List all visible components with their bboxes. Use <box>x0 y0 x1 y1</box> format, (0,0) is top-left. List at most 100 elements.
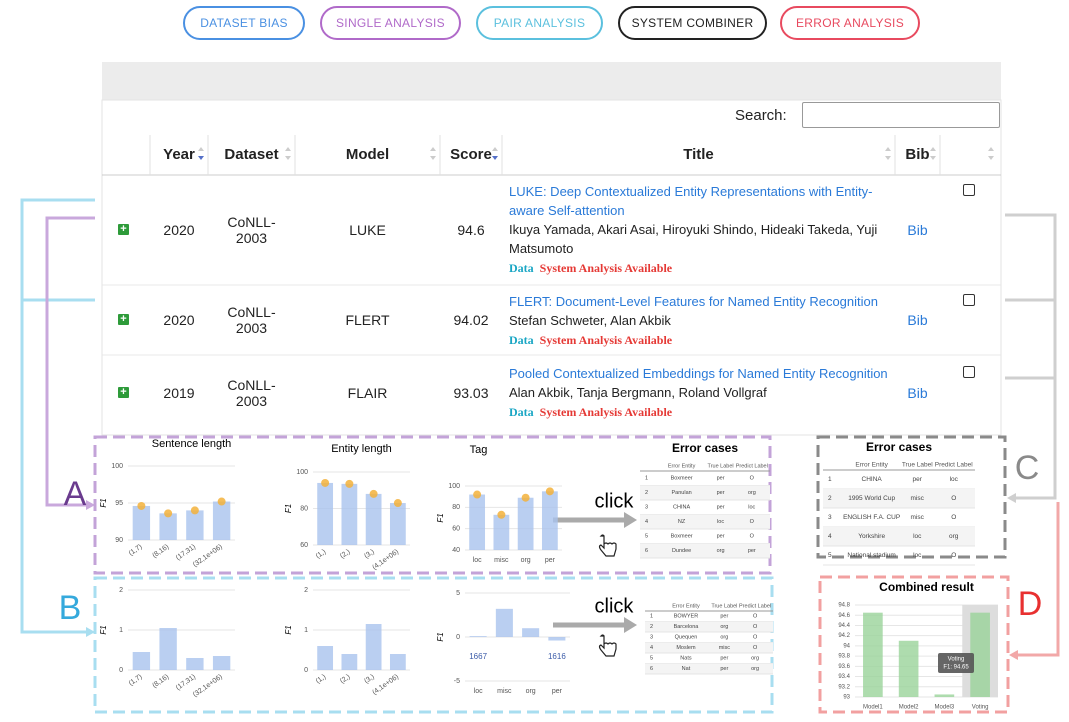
cell-year: 2020 <box>163 312 195 328</box>
point <box>190 506 199 515</box>
y-tick-label: 94 <box>843 643 850 649</box>
table-cell: per <box>720 666 728 672</box>
table-cell: ENGLISH F.A. CUP <box>843 514 900 521</box>
connectors <box>20 198 1060 657</box>
bib-link[interactable]: Bib <box>907 384 928 401</box>
bar <box>469 494 486 550</box>
x-tick-label: (32,1e+06) <box>192 543 224 568</box>
connector <box>45 216 95 507</box>
nav-tab[interactable]: ERROR ANALYSIS <box>780 6 920 40</box>
table-cell: org <box>720 624 728 630</box>
data-link[interactable]: Data <box>509 261 534 275</box>
bar <box>389 654 406 670</box>
row-checkbox[interactable] <box>963 294 975 306</box>
point <box>164 509 173 518</box>
column-header[interactable]: Title <box>683 145 714 163</box>
nav-tab[interactable]: PAIR ANALYSIS <box>476 6 603 40</box>
column-header[interactable]: Score <box>450 145 492 163</box>
column-header[interactable]: Year <box>163 145 195 163</box>
arrow-head <box>1009 650 1018 660</box>
expand-button[interactable]: + <box>118 386 129 398</box>
table-cell: org <box>949 533 959 540</box>
x-tick-label: (4,1e+06) <box>371 673 400 696</box>
analysis-link[interactable]: System Analysis Available <box>539 261 673 275</box>
table-cell: 1995 World Cup <box>848 495 895 502</box>
data-link[interactable]: Data <box>509 405 534 419</box>
y-tick-label: 0 <box>456 634 460 641</box>
column-header[interactable]: Dataset <box>224 145 279 163</box>
table-cell: 4 <box>828 533 832 540</box>
column-header[interactable]: Bib <box>905 145 930 163</box>
bar <box>186 510 204 540</box>
count-label: 1660 <box>522 0 540 2</box>
x-tick-label: misc <box>494 557 509 564</box>
count-label: 82 <box>393 0 402 2</box>
table-cell: 1 <box>828 476 832 483</box>
chart-title: Combined result <box>879 580 974 594</box>
expand-button[interactable]: + <box>118 314 129 325</box>
count-label: 1485 <box>132 0 150 2</box>
paper-authors: Ikuya Yamada, Akari Asai, Hiroyuki Shind… <box>509 222 878 256</box>
panel-c-frame <box>816 435 1007 559</box>
y-tick-label: 93 <box>843 695 850 701</box>
table-cell: per <box>720 656 728 662</box>
y-axis-label: F1 <box>99 625 108 634</box>
x-tick-label: (17,31) <box>175 673 197 691</box>
nav-tab[interactable]: SYSTEM COMBINER <box>618 6 767 40</box>
table-cell: 3 <box>645 505 648 511</box>
table-cell: per <box>720 614 728 620</box>
bar <box>495 608 513 637</box>
arrow-head <box>86 627 95 637</box>
sort-icon <box>885 147 891 151</box>
sort-icon <box>930 156 936 160</box>
x-tick-label: Voting <box>972 705 989 711</box>
table-cell: org <box>720 635 728 641</box>
analysis-link[interactable]: System Analysis Available <box>539 333 673 347</box>
y-tick-label: 2 <box>119 587 123 594</box>
table-cell: per <box>717 505 725 511</box>
table-toolbar <box>102 62 1001 100</box>
table-cell: Quequen <box>675 635 698 641</box>
count-label: 1660 <box>517 0 535 2</box>
paper-authors: Alan Akbik, Tanja Bergmann, Roland Vollg… <box>509 385 767 400</box>
hand-icon <box>598 634 617 657</box>
row-stripe <box>640 485 770 500</box>
expand-button[interactable]: + <box>118 224 129 235</box>
count-label: 3572 <box>316 0 334 2</box>
table-cell: per <box>717 534 725 540</box>
cell-score: 94.02 <box>453 312 489 328</box>
panel-label: D <box>1018 585 1043 623</box>
table-cell: 5 <box>645 534 648 540</box>
cell-model: FLAIR <box>347 384 388 401</box>
data-link[interactable]: Data <box>509 333 534 347</box>
x-tick-label: (8,16) <box>151 543 170 559</box>
nav-tab[interactable]: DATASET BIAS <box>183 6 305 40</box>
x-tick-label: (4,1e+06) <box>371 548 400 571</box>
sort-icon <box>285 147 291 151</box>
count-label: 3572 <box>316 0 334 2</box>
table-cell: O <box>753 624 758 630</box>
nav-tab[interactable]: SINGLE ANALYSIS <box>320 6 461 40</box>
sort-icon <box>285 156 291 160</box>
bib-link[interactable]: Bib <box>907 312 928 328</box>
y-tick-label: 94.8 <box>838 603 850 609</box>
point <box>473 490 482 499</box>
row-checkbox[interactable] <box>963 184 975 196</box>
analysis-link[interactable]: System Analysis Available <box>539 405 673 419</box>
column-header[interactable]: Model <box>345 145 390 163</box>
search-input[interactable] <box>802 102 1000 128</box>
table-header: True Label <box>902 462 933 469</box>
x-tick-label: (1,7) <box>128 543 144 557</box>
search-label: Search: <box>735 106 787 124</box>
count-label: 82 <box>393 0 402 2</box>
row-checkbox[interactable] <box>963 366 975 378</box>
table-cell: 6 <box>645 548 648 554</box>
cell-model: LUKE <box>349 222 386 238</box>
count-label: 1616 <box>541 0 559 2</box>
paper-title: Pooled Contextualized Embeddings for Nam… <box>509 366 888 381</box>
table-cell: 4 <box>645 519 648 525</box>
table-cell: Boxmeer <box>671 476 693 482</box>
bib-link[interactable]: Bib <box>907 222 928 238</box>
table-cell: misc <box>911 495 925 502</box>
